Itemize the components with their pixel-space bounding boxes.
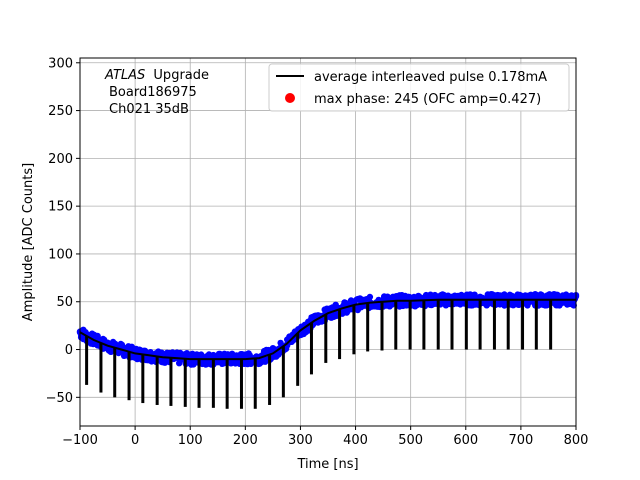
y-tick-label: 250 <box>48 104 73 119</box>
x-tick-label: 600 <box>453 433 478 448</box>
y-tick-label: 0 <box>65 343 73 358</box>
legend-label-max-phase: max phase: 245 (OFC amp=0.427) <box>314 92 541 107</box>
y-tick-label: 150 <box>48 200 73 215</box>
x-tick-label: 800 <box>564 433 589 448</box>
x-tick-label: 700 <box>508 433 533 448</box>
average-pulse-line <box>79 298 576 361</box>
sample-point <box>366 293 374 301</box>
board-label: Board186975 <box>109 85 197 100</box>
y-tick-label: 100 <box>48 247 73 262</box>
x-tick-label: −100 <box>62 433 98 448</box>
upgrade-label: Upgrade <box>153 68 209 83</box>
atlas-annotation: ATLAS Upgrade Board186975 Ch021 35dB <box>104 68 209 117</box>
legend-dot-marker <box>285 93 295 103</box>
x-tick-label: 300 <box>288 433 313 448</box>
y-tick-label: 200 <box>48 152 73 167</box>
y-tick-label: 50 <box>56 295 73 310</box>
x-tick-label: 500 <box>398 433 423 448</box>
legend-label-average: average interleaved pulse 0.178mA <box>314 70 547 85</box>
sample-dropout-spikes <box>85 299 553 409</box>
channel-label: Ch021 35dB <box>109 102 189 117</box>
svg-text:ATLAS Upgrade: ATLAS Upgrade <box>104 68 209 83</box>
y-tick-label: −50 <box>46 391 73 406</box>
legend: average interleaved pulse 0.178mA max ph… <box>268 63 570 112</box>
y-axis-title: Amplitude [ADC Counts] <box>21 163 36 321</box>
sample-point <box>570 302 577 309</box>
x-tick-label: 200 <box>233 433 258 448</box>
x-tick-label: 100 <box>178 433 203 448</box>
x-tick-label: 400 <box>343 433 368 448</box>
y-tick-label: 300 <box>48 56 73 71</box>
x-tick-label: 0 <box>131 433 139 448</box>
plot-frame <box>79 57 577 427</box>
x-axis-ticks: −100 0 100 200 300 400 500 600 700 800 <box>62 426 588 448</box>
x-axis-title: Time [ns] <box>296 457 358 472</box>
legend-box <box>268 63 570 112</box>
sample-point <box>277 339 284 347</box>
y-axis-ticks: −50 0 50 100 150 200 250 300 <box>46 56 80 406</box>
atlas-label: ATLAS <box>104 68 145 83</box>
